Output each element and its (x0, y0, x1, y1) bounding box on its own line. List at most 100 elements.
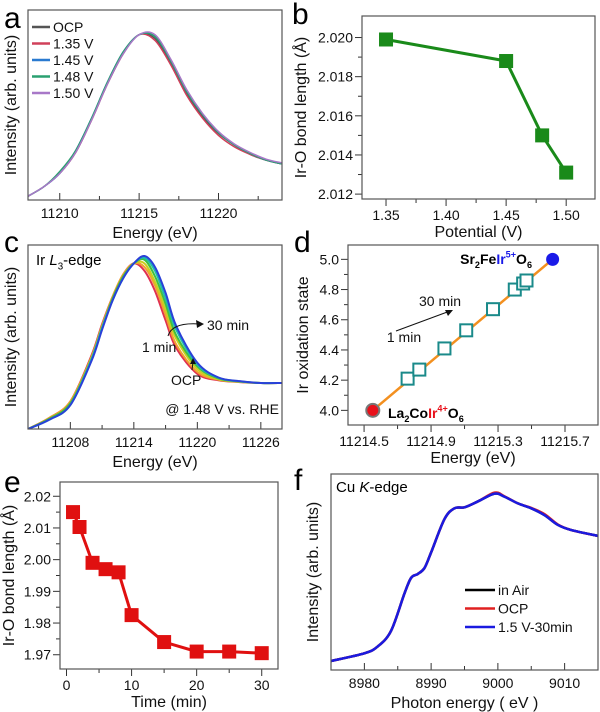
y-tick-label: 2.01 (24, 520, 51, 536)
data-point (72, 520, 87, 535)
data-point (437, 341, 452, 356)
x-tick-label: 1.45 (492, 207, 519, 223)
legend-label: 1.45 V (53, 52, 94, 68)
data-point (519, 273, 534, 288)
plot-area (379, 32, 574, 180)
plot-area (28, 255, 282, 429)
text-part: Sr (460, 251, 475, 267)
panel-label: d (294, 226, 311, 259)
x-tick-label: 8980 (349, 675, 380, 691)
x-tick-label: 1.40 (432, 207, 459, 223)
plot-frame (361, 15, 596, 200)
y-tick-label: 4.6 (320, 312, 340, 328)
data-point (379, 32, 394, 47)
annotation-early: 1 min (387, 329, 421, 345)
text-part: 4+ (437, 404, 447, 414)
text-part: K (359, 479, 370, 496)
arrowhead-icon (445, 310, 453, 316)
plot-area (331, 491, 598, 663)
plot-area (365, 252, 560, 418)
y-tick-label: 4.0 (320, 402, 340, 418)
annotation-ocp: OCP (171, 372, 201, 388)
series-line (71, 511, 262, 655)
y-tick-label: 5.0 (320, 251, 340, 267)
data-point (499, 54, 514, 69)
y-axis-label: Intensity (arb. units) (3, 35, 20, 176)
x-tick-label: 8990 (416, 675, 447, 691)
arrow-icon (395, 310, 451, 332)
x-tick-label: 30 (254, 677, 270, 693)
legend-label: OCP (53, 19, 83, 35)
series-line (385, 38, 568, 174)
legend-label: in Air (498, 582, 529, 598)
legend-label: OCP (498, 601, 528, 617)
x-tick-label: 11214 (115, 434, 153, 450)
x-tick-label: 10 (124, 677, 140, 693)
edge-label: Cu K-edge (336, 479, 408, 496)
series-line (28, 32, 282, 197)
panel-c: c 11208 11214 11220 11226 Energy (eV) Intensit… (3, 226, 283, 471)
y-tick-label: 4.4 (320, 342, 340, 358)
text-part: 6 (527, 260, 532, 270)
y-tick-label: 1.98 (24, 615, 51, 631)
y-axis-label: Ir oxidation state (295, 276, 312, 394)
annotation-late: 30 min (419, 293, 461, 309)
data-point (400, 371, 415, 386)
y-tick-label: 2.014 (318, 147, 353, 163)
text-part: Ir (428, 405, 438, 421)
plot-frame (330, 473, 599, 671)
annotation-early: 1 min (142, 339, 176, 355)
text-part: L (49, 252, 57, 269)
y-tick-label: 2.020 (318, 30, 353, 46)
text-part: La (388, 405, 405, 421)
data-point (486, 302, 501, 317)
reference-label-high: Sr2FeIr5+O6 (460, 250, 532, 271)
y-tick-label: 4.8 (320, 282, 340, 298)
panel-label: f (294, 464, 303, 497)
data-point (85, 555, 100, 570)
plot-frame (59, 481, 279, 670)
plot-frame (27, 9, 283, 201)
y-axis-label: Ir-O bond length (Å) (291, 37, 310, 178)
text-part: 2 (475, 260, 480, 270)
x-axis-label: Photon energy ( eV ) (391, 695, 539, 712)
panel-d: d 11214.5 11214.9 11215.3 11215.7 4.0 4.2 4.4 4.… (294, 226, 599, 467)
legend: in Air OCP 1.5 V-30min (465, 582, 573, 635)
legend-label: 1.5 V-30min (498, 619, 573, 635)
x-tick-label: 11214.9 (406, 433, 456, 449)
annotation-late: 30 min (207, 317, 249, 333)
reference-label-low: La2CoIr4+O6 (388, 404, 464, 425)
arrowhead-icon (196, 320, 204, 328)
x-tick-label: 11215.7 (540, 433, 590, 449)
text-part: 2 (404, 414, 409, 424)
x-axis-label: Time (min) (131, 694, 207, 711)
y-tick-label: 2.02 (24, 488, 51, 504)
plot-area (28, 31, 282, 197)
text-part: 5+ (506, 250, 516, 260)
y-tick-label: 2.016 (318, 108, 353, 124)
reference-point (546, 252, 560, 266)
data-point (459, 323, 474, 338)
x-tick-label: 11208 (51, 434, 89, 450)
plot-frame (347, 244, 599, 426)
x-axis-label: Potential (V) (434, 224, 522, 241)
text-part: Fe (480, 251, 497, 267)
x-tick-label: 1.50 (553, 207, 580, 223)
panel-label: a (4, 2, 21, 35)
y-axis-label: Ir-O bond length (Å) (0, 505, 18, 646)
series-line (331, 491, 598, 663)
x-tick-label: 11226 (242, 434, 280, 450)
arrow-icon (167, 323, 201, 337)
panel-b: b 1.35 1.40 1.45 1.50 2.012 2.014 2.016 2.018 2.0… (291, 0, 596, 241)
data-point (111, 565, 126, 580)
data-point (559, 165, 574, 180)
text-part: Co (409, 405, 428, 421)
x-tick-label: 9010 (549, 675, 580, 691)
edge-label: Ir L3-edge (36, 252, 102, 273)
data-point (157, 635, 172, 650)
x-tick-label: 11214.5 (339, 433, 389, 449)
x-tick-label: 11220 (178, 434, 216, 450)
